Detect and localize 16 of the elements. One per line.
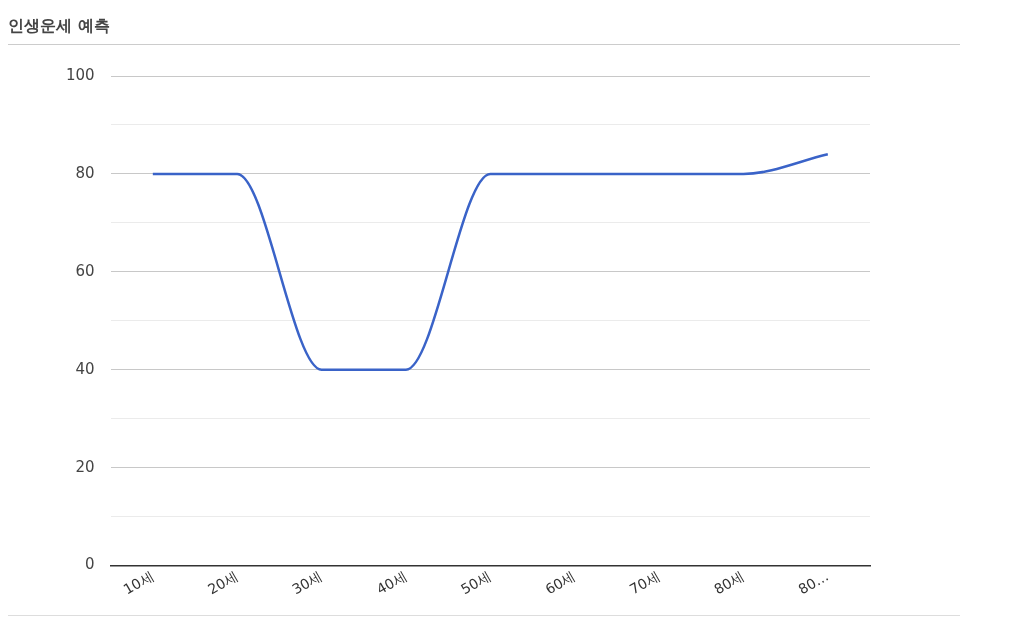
x-tick-label: 70세 xyxy=(626,567,663,598)
y-tick-label: 40 xyxy=(75,359,95,378)
y-tick-label: 20 xyxy=(75,457,95,476)
x-tick-label: 30세 xyxy=(289,567,325,598)
y-tick-label: 80 xyxy=(75,163,95,182)
x-tick-label: 50세 xyxy=(458,567,494,598)
y-tick-label: 0 xyxy=(85,555,95,574)
x-tick-label: 80… xyxy=(795,567,832,598)
y-tick-label: 60 xyxy=(75,261,95,280)
x-tick-label: 60세 xyxy=(542,567,579,598)
chart-title: 인생운세 예측 xyxy=(8,16,960,45)
x-tick-label: 80세 xyxy=(711,567,747,598)
x-tick-label: 10세 xyxy=(120,567,157,598)
x-tick-label: 20세 xyxy=(204,567,241,598)
x-tick-label: 40세 xyxy=(373,567,410,598)
y-tick-label: 100 xyxy=(65,65,95,84)
